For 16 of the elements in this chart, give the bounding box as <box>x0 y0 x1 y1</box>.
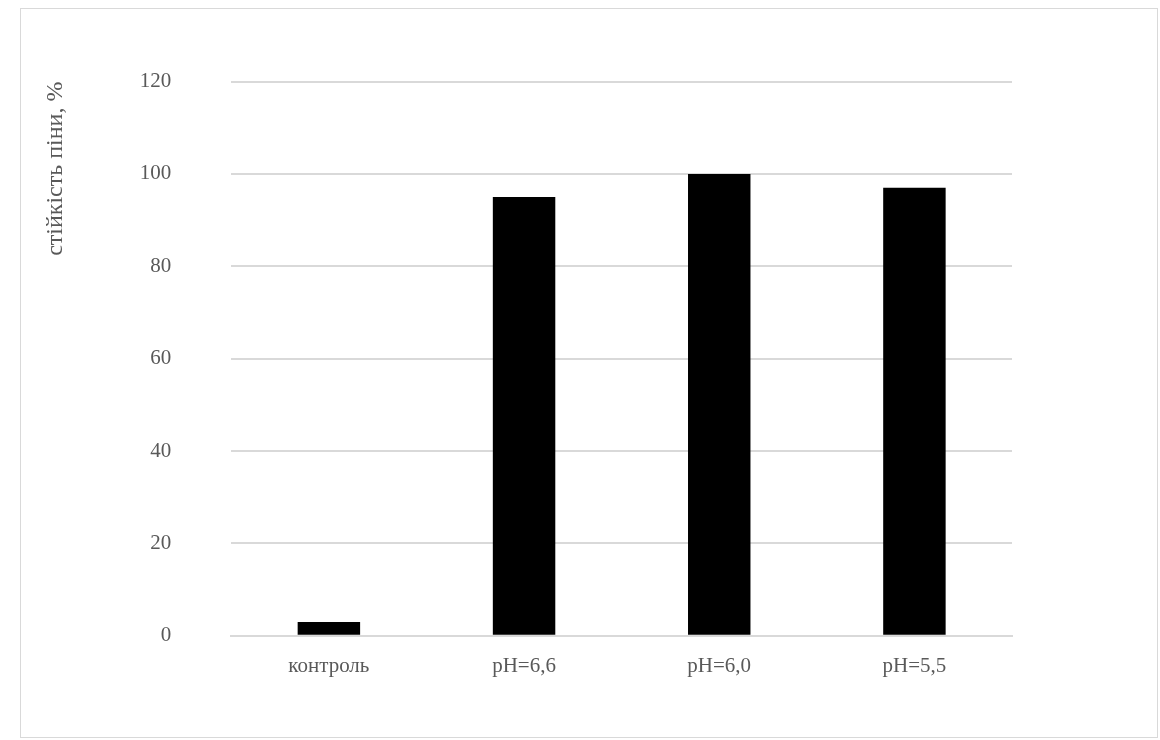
bar <box>688 173 751 635</box>
y-tick-label: 100 <box>139 160 172 185</box>
x-tick-label: pH=5,5 <box>882 652 947 677</box>
bar <box>883 187 946 635</box>
x-tick-label: pH=6,0 <box>687 652 752 677</box>
y-tick-label: 0 <box>160 622 172 647</box>
y-tick-label: 20 <box>150 529 172 554</box>
y-tick-label: 80 <box>150 252 172 277</box>
x-tick-label: контроль <box>288 652 370 677</box>
y-tick-label: 120 <box>139 68 172 93</box>
bar <box>297 621 361 635</box>
y-axis-title: стійкість піни, % <box>40 81 67 256</box>
x-tick-label: pH=6,6 <box>492 652 556 677</box>
y-tick-label: 60 <box>150 345 172 370</box>
y-tick-label: 40 <box>150 437 172 462</box>
bar <box>492 197 556 635</box>
